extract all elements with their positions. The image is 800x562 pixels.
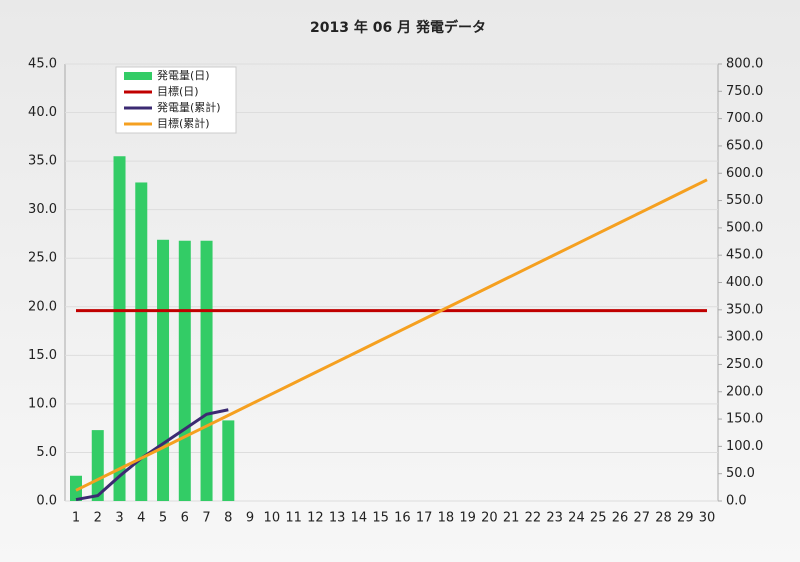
- y2-tick-label: 300.0: [726, 330, 763, 345]
- x-tick-label: 16: [394, 511, 411, 526]
- legend-label: 目標(累計): [157, 116, 210, 130]
- x-tick-label: 15: [372, 511, 389, 526]
- y2-tick-label: 450.0: [726, 248, 763, 263]
- y2-tick-label: 350.0: [726, 302, 763, 317]
- x-tick-label: 14: [351, 511, 368, 526]
- x-tick-label: 10: [264, 511, 281, 526]
- y2-tick-label: 700.0: [726, 111, 763, 126]
- x-tick-label: 18: [438, 511, 455, 526]
- y2-tick-label: 550.0: [726, 193, 763, 208]
- x-tick-label: 22: [525, 511, 542, 526]
- y2-tick-label: 200.0: [726, 384, 763, 399]
- x-tick-label: 17: [416, 511, 433, 526]
- x-tick-label: 29: [677, 511, 694, 526]
- bar: [135, 182, 148, 501]
- x-tick-label: 24: [568, 511, 585, 526]
- x-tick-label: 19: [459, 511, 476, 526]
- x-tick-label: 27: [633, 511, 650, 526]
- x-tick-label: 28: [655, 511, 672, 526]
- y-tick-label: 0.0: [36, 494, 57, 509]
- x-tick-label: 5: [159, 511, 167, 526]
- y2-tick-label: 250.0: [726, 357, 763, 372]
- x-tick-label: 26: [612, 511, 629, 526]
- x-tick-label: 12: [307, 511, 324, 526]
- bar: [113, 156, 126, 501]
- y2-tick-label: 800.0: [726, 57, 763, 72]
- y2-tick-label: 400.0: [726, 275, 763, 290]
- x-tick-label: 6: [181, 511, 189, 526]
- y2-tick-label: 500.0: [726, 220, 763, 235]
- x-tick-label: 1: [72, 511, 80, 526]
- legend-swatch: [124, 72, 152, 80]
- y-tick-label: 15.0: [28, 348, 57, 363]
- bar: [222, 420, 235, 501]
- x-tick-label: 23: [546, 511, 563, 526]
- x-tick-label: 9: [246, 511, 254, 526]
- y2-tick-label: 150.0: [726, 412, 763, 427]
- legend-label: 目標(日): [157, 84, 199, 98]
- bar: [178, 240, 191, 501]
- y-tick-label: 35.0: [28, 154, 57, 169]
- y-tick-label: 20.0: [28, 299, 57, 314]
- y2-tick-label: 750.0: [726, 84, 763, 99]
- y-tick-label: 40.0: [28, 105, 57, 120]
- x-tick-label: 21: [503, 511, 520, 526]
- y2-tick-label: 100.0: [726, 439, 763, 454]
- y2-tick-label: 650.0: [726, 138, 763, 153]
- line: [75, 178, 708, 492]
- x-tick-label: 30: [699, 511, 716, 526]
- line: [75, 408, 229, 502]
- x-tick-label: 4: [137, 511, 145, 526]
- bar: [70, 475, 82, 501]
- x-tick-label: 2: [94, 511, 102, 526]
- y-tick-label: 25.0: [28, 251, 57, 266]
- y2-tick-label: 600.0: [726, 166, 763, 181]
- legend-label: 発電量(累計): [157, 100, 221, 114]
- legend-label: 発電量(日): [157, 68, 210, 82]
- y-tick-label: 5.0: [36, 445, 57, 460]
- x-tick-label: 20: [481, 511, 498, 526]
- x-tick-label: 25: [590, 511, 607, 526]
- y-tick-label: 45.0: [28, 57, 57, 72]
- y-tick-label: 30.0: [28, 202, 57, 217]
- y-tick-label: 10.0: [28, 396, 57, 411]
- x-tick-label: 7: [202, 511, 210, 526]
- y2-tick-label: 50.0: [726, 466, 755, 481]
- y2-tick-label: 0.0: [726, 494, 747, 509]
- bar: [200, 240, 213, 501]
- x-tick-label: 3: [115, 511, 123, 526]
- chart-title: 2013 年 06 月 発電データ: [310, 19, 486, 36]
- bar: [91, 430, 104, 501]
- x-tick-label: 13: [329, 511, 346, 526]
- bar: [157, 239, 170, 501]
- x-tick-label: 8: [224, 511, 232, 526]
- x-tick-label: 11: [285, 511, 302, 526]
